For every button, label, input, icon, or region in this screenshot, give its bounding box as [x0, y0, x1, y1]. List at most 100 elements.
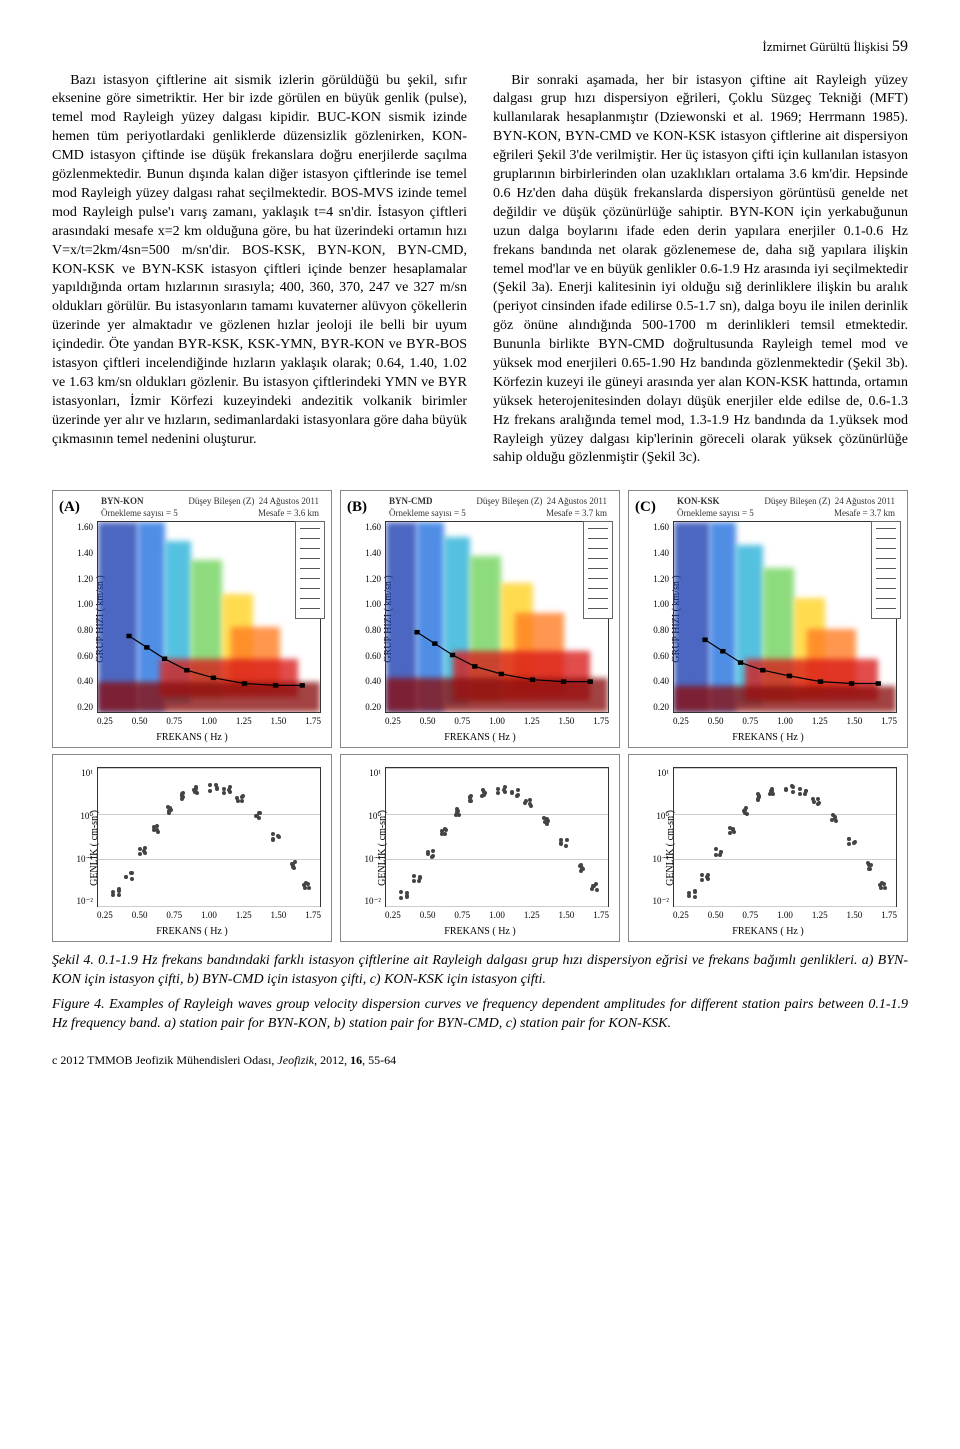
- amplitude-point: [784, 787, 788, 791]
- amplitude-point: [510, 791, 514, 795]
- footer-volume: 16: [350, 1053, 362, 1067]
- x-ticks: 0.250.500.751.001.251.501.75: [673, 909, 897, 921]
- amplitude-point: [208, 789, 212, 793]
- amplitude-point: [852, 841, 856, 845]
- footer-journal: Jeofizik: [277, 1053, 314, 1067]
- amplitude-point: [867, 867, 871, 871]
- amplitude-point: [258, 811, 262, 815]
- amplitude-point: [443, 832, 447, 836]
- x-axis-label: FREKANS ( Hz ): [341, 731, 619, 745]
- amplitude-point: [405, 895, 409, 899]
- dispersion-chart: (A)BYN-KONÖrnekleme sayısı = 5Düşey Bile…: [52, 490, 332, 748]
- amplitude-point: [222, 787, 226, 791]
- amplitude-point: [138, 852, 142, 856]
- seismogram-inset: [583, 521, 613, 619]
- seismogram-inset: [871, 521, 901, 619]
- amplitude-point: [431, 849, 435, 853]
- amplitude-chart: GENLİK ( cm-sn )10¹10⁰10⁻¹10⁻²0.250.500.…: [52, 754, 332, 942]
- amplitude-point: [276, 834, 280, 838]
- amplitude-plot: [385, 767, 609, 907]
- amplitude-point: [240, 799, 244, 803]
- amplitude-point: [847, 842, 851, 846]
- y-ticks: 10¹10⁰10⁻¹10⁻²: [355, 767, 381, 907]
- amplitude-point: [816, 802, 820, 806]
- amplitude-point: [271, 832, 275, 836]
- amplitude-point: [878, 883, 882, 887]
- amplitude-point: [687, 894, 691, 898]
- amplitude-point: [515, 794, 519, 798]
- amplitude-point: [700, 878, 704, 882]
- amplitude-point: [496, 787, 500, 791]
- page-number: 59: [892, 38, 908, 55]
- figure-row: (A)BYN-KONÖrnekleme sayısı = 5Düşey Bile…: [52, 490, 908, 942]
- amplitude-point: [180, 792, 184, 796]
- amplitude-point: [417, 879, 421, 883]
- amplitude-point: [581, 867, 585, 871]
- amplitude-chart: GENLİK ( cm-sn )10¹10⁰10⁻¹10⁻²0.250.500.…: [340, 754, 620, 942]
- x-axis-label: FREKANS ( Hz ): [629, 731, 907, 745]
- amplitude-point: [236, 799, 240, 803]
- amplitude-point: [468, 795, 472, 799]
- panel-header: KON-KSKÖrnekleme sayısı = 5Düşey Bileşen…: [677, 495, 895, 519]
- amplitude-point: [693, 895, 697, 899]
- amplitude-point: [469, 799, 473, 803]
- running-head-title: İzmirnet Gürültü İlişkisi: [762, 39, 888, 54]
- amplitude-point: [399, 890, 403, 894]
- x-ticks: 0.250.500.751.001.251.501.75: [97, 715, 321, 727]
- amplitude-point: [124, 875, 128, 879]
- seismogram-inset: [295, 521, 325, 619]
- page: İzmirnet Gürültü İlişkisi 59 Bazı istasy…: [0, 0, 960, 1096]
- figure-panel: (C)KON-KSKÖrnekleme sayısı = 5Düşey Bile…: [628, 490, 908, 942]
- amplitude-point: [111, 890, 115, 894]
- x-ticks: 0.250.500.751.001.251.501.75: [385, 715, 609, 727]
- footer-citation: c 2012 TMMOB Jeofizik Mühendisleri Odası…: [52, 1052, 908, 1068]
- amplitude-point: [195, 791, 199, 795]
- figure-panel: (B)BYN-CMDÖrnekleme sayısı = 5Düşey Bile…: [340, 490, 620, 942]
- amplitude-point: [590, 887, 594, 891]
- amplitude-chart: GENLİK ( cm-sn )10¹10⁰10⁻¹10⁻²0.250.500.…: [628, 754, 908, 942]
- dispersion-curve: [386, 522, 608, 712]
- x-axis-label: FREKANS ( Hz ): [341, 925, 619, 939]
- y-ticks: 1.601.401.201.000.800.600.400.20: [355, 521, 381, 713]
- amplitude-point: [883, 886, 887, 890]
- amplitude-point: [528, 802, 532, 806]
- amplitude-point: [254, 814, 258, 818]
- body-paragraph-left: Bazı istasyon çiftlerine ait sismik izle…: [52, 72, 467, 450]
- amplitude-point: [302, 883, 306, 887]
- amplitude-point: [718, 853, 722, 857]
- dispersion-plot: [385, 521, 609, 713]
- amplitude-point: [155, 828, 159, 832]
- y-ticks: 10¹10⁰10⁻¹10⁻²: [643, 767, 669, 907]
- footer-text-c: , 55-64: [362, 1053, 396, 1067]
- x-axis-label: FREKANS ( Hz ): [53, 925, 331, 939]
- figure-caption-tr: Şekil 4. 0.1-1.9 Hz frekans bandındaki f…: [52, 952, 908, 990]
- running-head: İzmirnet Gürültü İlişkisi 59: [52, 36, 908, 58]
- amplitude-point: [798, 787, 802, 791]
- amplitude-point: [117, 887, 121, 891]
- amplitude-point: [290, 862, 294, 866]
- amplitude-point: [480, 794, 484, 798]
- amplitude-point: [693, 890, 697, 894]
- amplitude-point: [768, 792, 772, 796]
- amplitude-point: [257, 816, 261, 820]
- amplitude-point: [240, 795, 244, 799]
- amplitude-point: [803, 792, 807, 796]
- amplitude-point: [565, 838, 569, 842]
- amplitude-point: [412, 874, 416, 878]
- amplitude-plot: [97, 767, 321, 907]
- amplitude-point: [215, 787, 219, 791]
- dispersion-curve: [98, 522, 320, 712]
- dispersion-chart: (B)BYN-CMDÖrnekleme sayısı = 5Düşey Bile…: [340, 490, 620, 748]
- amplitude-point: [167, 811, 171, 815]
- amplitude-point: [142, 849, 146, 853]
- amplitude-point: [222, 791, 226, 795]
- figure-panel: (A)BYN-KONÖrnekleme sayısı = 5Düşey Bile…: [52, 490, 332, 942]
- amplitude-point: [834, 819, 838, 823]
- amplitude-point: [564, 844, 568, 848]
- x-ticks: 0.250.500.751.001.251.501.75: [97, 909, 321, 921]
- amplitude-point: [399, 896, 403, 900]
- y-ticks: 10¹10⁰10⁻¹10⁻²: [67, 767, 93, 907]
- caption-en-text: Examples of Rayleigh waves group velocit…: [52, 997, 908, 1031]
- amplitude-point: [714, 847, 718, 851]
- dispersion-plot: [97, 521, 321, 713]
